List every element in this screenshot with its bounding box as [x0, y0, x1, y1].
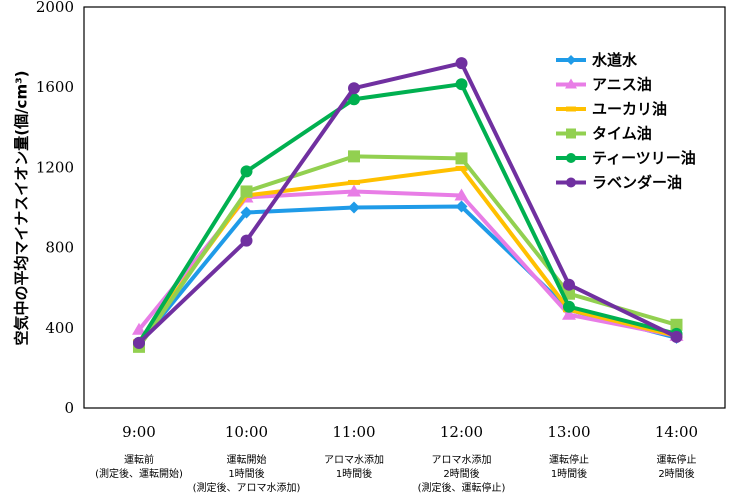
y-tick-label: 0 [64, 399, 74, 417]
series-line [137, 82, 677, 344]
x-category-note: 1時間後 [551, 467, 587, 480]
series-layer [132, 57, 684, 353]
data-point-circle [348, 93, 360, 106]
data-point-circle [348, 82, 360, 95]
data-point-diamond [566, 55, 576, 65]
x-category-note: 1時間後 [228, 467, 264, 480]
series-タイム油 [133, 150, 683, 353]
x-tick-label: 11:00 [332, 423, 375, 441]
data-point-dash [348, 179, 360, 185]
y-tick-label: 1200 [36, 158, 74, 176]
data-point-square [455, 152, 468, 165]
y-axis-ticks: 0 400 800 1200 1600 2000 [36, 0, 74, 417]
legend-label: 水道水 [592, 51, 638, 69]
legend-item: ラベンダー油 [556, 174, 682, 192]
data-point-circle [566, 177, 576, 188]
data-point-diamond [455, 200, 468, 213]
data-point-diamond [240, 206, 253, 219]
data-point-circle [563, 278, 575, 291]
data-point-square [566, 128, 576, 139]
series-ラベンダー油 [133, 57, 683, 349]
data-point-circle [563, 300, 575, 313]
x-category-note: (測定後、運転開始) [95, 467, 183, 480]
x-category-note: (測定後、運転停止) [418, 481, 506, 494]
x-tick-label: 9:00 [122, 423, 156, 441]
data-point-dash [566, 106, 576, 112]
x-tick-label: 12:00 [440, 423, 483, 441]
x-category-note: 1時間後 [336, 467, 372, 480]
data-point-square [240, 185, 253, 198]
x-category-note: 2時間後 [658, 467, 694, 480]
data-point-circle [566, 153, 576, 163]
legend-item: ユーカリ油 [556, 100, 667, 118]
y-tick-label: 800 [45, 239, 74, 257]
x-tick-label: 14:00 [655, 423, 698, 441]
legend-label: ティーツリー油 [592, 149, 696, 167]
x-category-note: 運転開始 [227, 453, 267, 466]
legend-item: ティーツリー油 [556, 149, 696, 167]
x-axis-ticks: 9:00運転前(測定後、運転開始)10:00運転開始1時間後(測定後、アロマ水添… [95, 423, 698, 494]
series-line [137, 154, 678, 348]
data-point-triangle [454, 188, 469, 201]
series-line [137, 61, 678, 345]
legend-label: ラベンダー油 [592, 174, 682, 192]
x-tick-label: 13:00 [547, 423, 590, 441]
x-category-note: (測定後、アロマ水添加) [193, 481, 301, 494]
x-category-note: 運転停止 [549, 453, 589, 466]
x-category-note: アロマ水添加 [324, 453, 384, 466]
data-point-square [670, 318, 683, 331]
x-category-note: 運転停止 [657, 453, 697, 466]
data-point-square [348, 150, 360, 163]
data-point-triangle [562, 307, 576, 320]
data-point-diamond [348, 201, 360, 214]
data-point-circle [240, 165, 253, 178]
data-point-dash [455, 165, 468, 171]
y-tick-label: 1600 [36, 78, 74, 96]
data-point-circle [670, 330, 683, 343]
x-category-note: 運転前 [124, 453, 154, 466]
x-category-note: 2時間後 [443, 467, 479, 480]
y-tick-label: 2000 [36, 0, 74, 16]
data-point-circle [455, 57, 468, 70]
x-category-note: アロマ水添加 [432, 453, 492, 466]
legend-label: アニス油 [592, 76, 652, 94]
data-point-triangle [132, 322, 146, 335]
legend-item: アニス油 [556, 76, 652, 94]
x-tick-label: 10:00 [225, 423, 268, 441]
data-point-circle [133, 336, 145, 349]
data-point-circle [240, 234, 253, 247]
legend-item: タイム油 [556, 125, 652, 143]
data-point-circle [455, 78, 468, 91]
data-point-triangle [565, 78, 577, 89]
legend-label: ユーカリ油 [592, 100, 667, 118]
y-tick-label: 400 [45, 319, 74, 337]
data-point-triangle [347, 184, 361, 197]
legend-label: タイム油 [592, 125, 652, 143]
y-axis-label: 空気中の平均マイナスイオン量(個/cm³) [13, 71, 31, 346]
legend-item: 水道水 [556, 51, 638, 69]
